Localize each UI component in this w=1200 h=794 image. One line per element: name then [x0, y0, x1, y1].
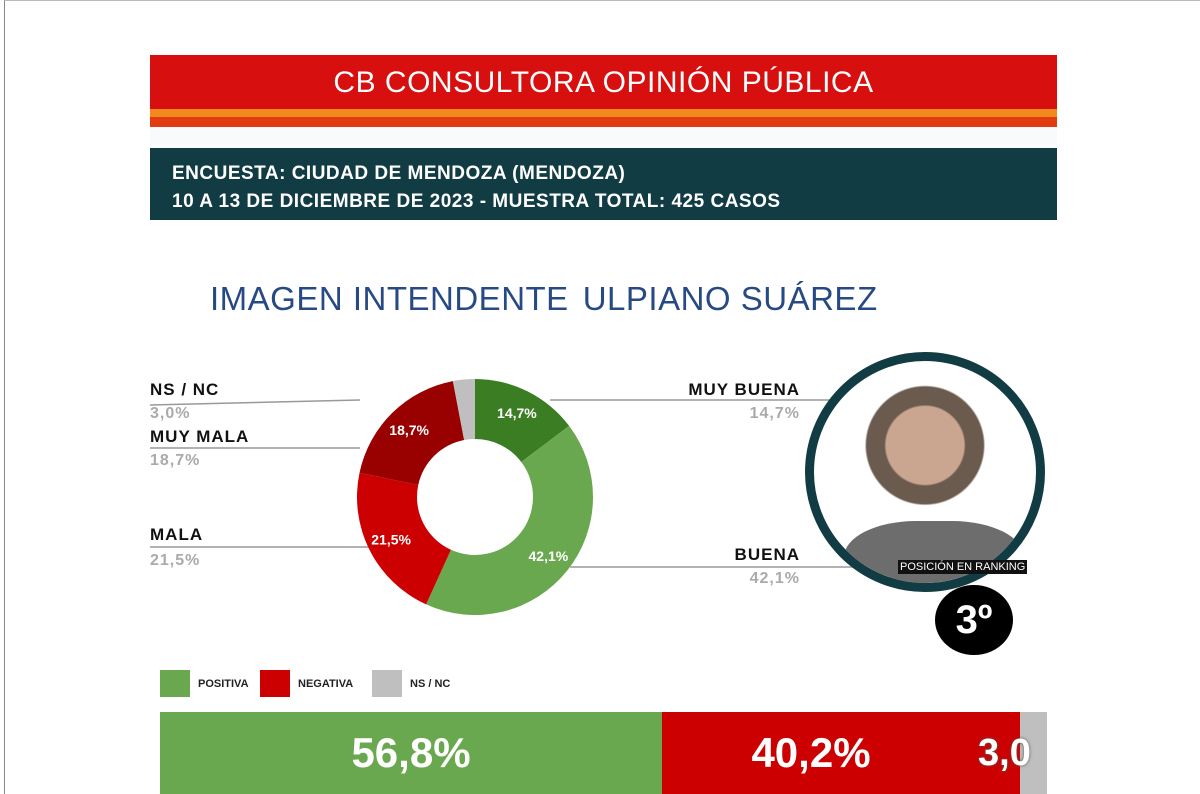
ranking-label: POSICIÓN EN RANKING [898, 560, 1028, 574]
leader-line [150, 399, 361, 406]
value-nsnc: 3,0% [150, 405, 191, 422]
donut-slice-muy-buena [475, 379, 570, 463]
legend-swatch [260, 670, 290, 697]
legend-negativa: NEGATIVA [260, 670, 353, 697]
label-muy-buena: MUY BUENA [688, 380, 800, 399]
label-buena: BUENA [734, 545, 800, 564]
summary-bar-nsnc [1020, 712, 1047, 794]
value-buena: 42,1% [749, 570, 800, 587]
legend-label: POSITIVA [198, 677, 249, 690]
donut-slice-ns-nc [452, 379, 475, 441]
chart-title: IMAGEN INTENDENTE ULPIANO SUÁREZ [210, 280, 892, 318]
title-part2: ULPIANO SUÁREZ [582, 280, 878, 317]
legend-swatch [372, 670, 402, 697]
label-mala: MALA [150, 525, 204, 544]
legend-nsnc: NS / NC [372, 670, 450, 697]
slice-data-label: 14,7% [497, 405, 537, 421]
label-nsnc: NS / NC [150, 380, 220, 399]
infographic: CB CONSULTORA OPINIÓN PÚBLICA ENCUESTA: … [150, 55, 1057, 794]
legend-label: NEGATIVA [298, 677, 354, 690]
legend-label: NS / NC [410, 677, 451, 690]
survey-dates: 10 A 13 DE DICIEMBRE DE 2023 - MUESTRA T… [172, 191, 781, 212]
value-muy-buena: 14,7% [749, 405, 800, 422]
summary-bar-positiva: 56,8% [160, 712, 662, 794]
header-stripe [150, 117, 1057, 127]
ranking-badge: 3º [935, 585, 1013, 655]
window-frame [4, 0, 1200, 794]
header-title: CB CONSULTORA OPINIÓN PÚBLICA [150, 55, 1057, 109]
donut-slice-muy-mala [359, 381, 465, 486]
donut-slice-buena [426, 425, 594, 616]
header-stripe [150, 109, 1057, 117]
donut-slice-mala [357, 472, 451, 605]
survey-info: ENCUESTA: CIUDAD DE MENDOZA (MENDOZA) 10… [150, 148, 1057, 220]
summary-bar-negativa: 40,2% [662, 712, 1020, 794]
survey-location: ENCUESTA: CIUDAD DE MENDOZA (MENDOZA) [172, 163, 626, 184]
legend-swatch [160, 670, 190, 697]
value-muy-mala: 18,7% [150, 452, 201, 469]
slice-data-label: 18,7% [389, 422, 429, 438]
label-muy-mala: MUY MALA [150, 427, 250, 446]
title-part1: IMAGEN INTENDENTE [210, 280, 569, 317]
legend-positiva: POSITIVA [160, 670, 249, 697]
slice-data-label: 21,5% [371, 531, 411, 547]
mayor-photo [805, 352, 1045, 592]
summary-nsnc-value: 3,0 [978, 732, 1031, 774]
value-mala: 21,5% [150, 552, 201, 569]
slice-data-label: 42,1% [529, 548, 569, 564]
